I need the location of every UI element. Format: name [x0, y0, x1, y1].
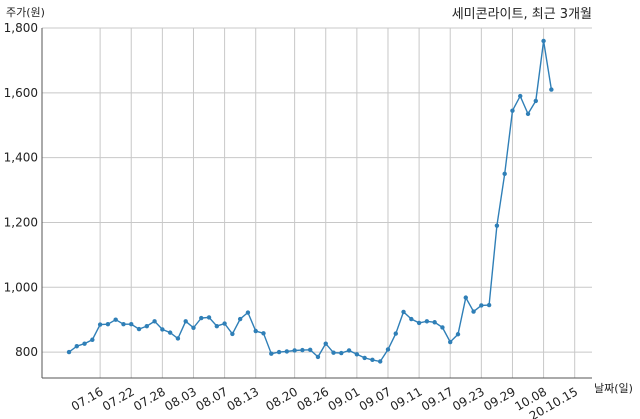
data-point	[300, 347, 305, 353]
chart-title: 세미콘라이트, 최근 3개월	[452, 7, 592, 22]
grid-lines	[42, 27, 592, 378]
data-point	[237, 316, 243, 322]
price-series	[66, 38, 554, 364]
x-tick-label: 09.11	[388, 384, 425, 413]
data-point	[370, 357, 375, 363]
data-point	[284, 349, 290, 354]
data-point	[206, 315, 212, 320]
x-tick-label: 09.17	[419, 384, 456, 413]
data-point	[323, 341, 328, 346]
y-tick-labels: 800 1,000 1,200 1,400 1,600 1,800	[4, 21, 38, 359]
data-point	[136, 326, 142, 332]
data-point	[331, 350, 336, 355]
data-point	[253, 328, 258, 334]
y-tick-label: 1,600	[4, 86, 38, 100]
data-point	[315, 354, 321, 360]
data-point	[113, 317, 118, 322]
y-tick-label: 1,200	[4, 215, 38, 229]
data-point	[494, 223, 500, 228]
x-tick-label: 07.22	[100, 384, 137, 413]
data-point	[307, 347, 313, 353]
x-tick-label: 08.07	[193, 384, 230, 413]
data-point	[533, 98, 538, 104]
data-point	[183, 319, 188, 324]
data-point	[90, 337, 95, 342]
x-tick-label: 09.23	[450, 384, 487, 413]
data-point	[518, 93, 523, 99]
data-point	[82, 341, 87, 346]
data-point	[401, 309, 406, 315]
x-tick-label: 08.26	[294, 384, 331, 413]
data-point	[409, 316, 414, 322]
x-tick-label: 08.03	[162, 384, 199, 413]
data-point	[549, 87, 554, 92]
data-point	[510, 108, 515, 113]
data-point	[393, 331, 398, 336]
data-point	[222, 321, 227, 326]
data-point	[292, 348, 297, 353]
data-point	[276, 349, 282, 355]
data-point	[199, 315, 204, 321]
data-point	[502, 171, 507, 177]
data-point	[74, 344, 79, 349]
data-point	[129, 322, 134, 327]
data-point	[105, 322, 111, 327]
data-point	[455, 332, 461, 337]
y-tick-label: 1,400	[4, 151, 38, 165]
data-point	[416, 320, 422, 326]
series-line	[68, 40, 553, 363]
data-point	[486, 302, 492, 308]
data-point	[175, 336, 181, 341]
x-tick-label: 09.01	[326, 384, 363, 413]
data-point	[144, 323, 149, 329]
data-point	[346, 348, 352, 353]
data-point	[471, 309, 476, 314]
x-tick-label: 07.28	[131, 384, 168, 413]
data-point	[97, 322, 103, 327]
data-point	[214, 323, 220, 329]
x-tick-label: 09.07	[357, 384, 394, 413]
axes	[41, 28, 592, 379]
data-point	[269, 351, 274, 356]
y-axis-label: 주가(원)	[6, 6, 45, 19]
data-point	[424, 319, 430, 324]
data-point	[152, 319, 157, 324]
data-point	[448, 339, 453, 345]
data-point	[378, 359, 383, 364]
data-point	[385, 347, 391, 352]
data-point	[191, 325, 196, 330]
data-point	[432, 320, 437, 325]
y-tick-label: 1,000	[4, 280, 38, 294]
x-tick-label: 09.29	[481, 384, 518, 413]
data-point	[541, 38, 546, 44]
data-point	[167, 330, 173, 335]
y-tick-label: 800	[15, 345, 38, 359]
data-point	[479, 303, 484, 308]
data-point	[121, 322, 126, 327]
data-point	[440, 325, 445, 330]
x-tick-label: 07.16	[69, 384, 106, 413]
data-point	[362, 355, 367, 361]
data-point	[230, 331, 235, 337]
data-point	[525, 111, 531, 117]
data-point	[354, 352, 360, 357]
data-point	[339, 350, 344, 356]
y-tick-label: 1,800	[4, 21, 38, 35]
data-point	[463, 295, 468, 300]
x-axis-label: 날짜(일)	[594, 381, 633, 395]
data-point	[245, 310, 251, 315]
data-point	[66, 349, 72, 355]
data-point	[261, 331, 266, 336]
x-tick-label: 08.20	[263, 384, 300, 413]
x-tick-label: 08.13	[224, 384, 261, 413]
data-point	[160, 327, 165, 332]
